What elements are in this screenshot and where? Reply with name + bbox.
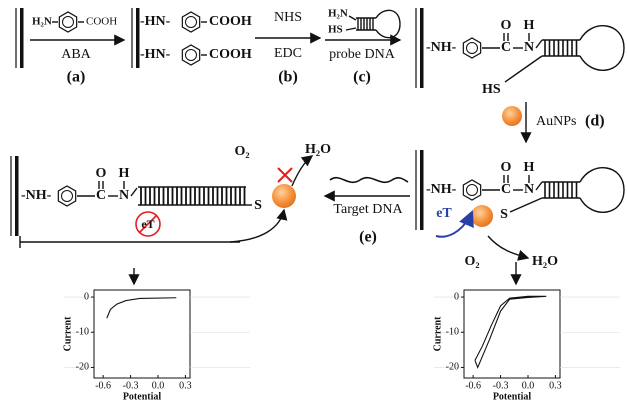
y-tick-label: -20 bbox=[446, 362, 459, 373]
x-axis-label: Potential bbox=[123, 391, 162, 402]
gold-nanoparticle bbox=[502, 106, 522, 126]
benzene-ring bbox=[463, 38, 480, 58]
benzene-ring-inner bbox=[62, 191, 73, 202]
benzene-ring bbox=[59, 12, 76, 32]
nitrogen: N bbox=[524, 182, 534, 197]
benzene-ring-inner bbox=[63, 17, 74, 28]
reaction-arrow bbox=[488, 236, 528, 258]
arrow-label: probe DNA bbox=[329, 47, 396, 62]
step-tag: (e) bbox=[359, 229, 377, 246]
nitrogen: N bbox=[119, 188, 129, 203]
arrow-label: NHS bbox=[274, 10, 302, 25]
y-tick-label: 0 bbox=[84, 291, 89, 302]
electrode bbox=[20, 8, 24, 68]
benzene-ring bbox=[182, 12, 199, 32]
oxygen: O bbox=[501, 160, 512, 175]
bond bbox=[131, 188, 137, 196]
oxygen-label: O₂ bbox=[234, 144, 249, 159]
thiol: HS bbox=[482, 82, 501, 97]
arrow-label: EDC bbox=[274, 46, 302, 61]
step-tag: (c) bbox=[353, 69, 371, 86]
diagram: H₂NCOOHABA(a)-HN-COOH-HN-COOHNHSEDC(b)H₂… bbox=[0, 0, 627, 403]
bond bbox=[349, 16, 356, 20]
step-tag: (a) bbox=[67, 69, 86, 86]
x-tick-label: -0.3 bbox=[493, 380, 509, 391]
hairpin-loop bbox=[376, 10, 400, 37]
water-label: H₂O bbox=[532, 254, 558, 269]
oxygen: O bbox=[501, 18, 512, 33]
y-tick-label: -10 bbox=[446, 327, 459, 338]
nitrogen: N bbox=[524, 40, 534, 55]
bond bbox=[536, 40, 542, 48]
benzene-ring bbox=[58, 186, 75, 206]
bond bbox=[346, 28, 356, 30]
arrow-label: Target DNA bbox=[333, 202, 403, 217]
probe-amine: H₂N bbox=[328, 8, 348, 20]
reagent: AuNPs bbox=[536, 114, 576, 129]
probe-thiol: HS bbox=[328, 24, 343, 36]
y-tick-label: 0 bbox=[454, 291, 459, 302]
electrode bbox=[420, 150, 424, 230]
electrode bbox=[420, 8, 424, 88]
carbon: C bbox=[501, 182, 511, 197]
x-tick-label: 0.0 bbox=[522, 380, 535, 391]
benzene-ring bbox=[463, 180, 480, 200]
surface-acid: COOH bbox=[209, 14, 252, 29]
x-tick-label: -0.6 bbox=[465, 380, 481, 391]
surface-amine: -HN- bbox=[140, 47, 171, 62]
bond bbox=[536, 182, 542, 190]
x-axis-label: Potential bbox=[493, 391, 532, 402]
dna-strand bbox=[510, 198, 542, 212]
hydrogen: H bbox=[119, 166, 130, 181]
x-tick-label: 0.0 bbox=[152, 380, 165, 391]
electron-transfer: eT bbox=[141, 217, 154, 231]
electrode bbox=[136, 8, 140, 68]
electron-path bbox=[230, 210, 284, 242]
x-tick-label: -0.3 bbox=[123, 380, 139, 391]
water-label: H₂O bbox=[305, 142, 331, 157]
amine-group: -NH- bbox=[426, 40, 457, 55]
cv-curve bbox=[107, 298, 176, 318]
benzene-ring-inner bbox=[467, 43, 478, 54]
target-dna bbox=[330, 178, 408, 183]
benzene-ring-inner bbox=[186, 50, 197, 61]
benzene-ring-inner bbox=[186, 17, 197, 28]
electron-transfer: eT bbox=[436, 206, 452, 221]
step-tag: (b) bbox=[278, 69, 298, 86]
x-tick-label: 0.3 bbox=[549, 380, 562, 391]
oxygen-label: O₂ bbox=[464, 254, 479, 269]
dna-strand bbox=[505, 56, 542, 82]
plot-frame bbox=[94, 290, 190, 378]
carbon: C bbox=[96, 188, 106, 203]
carbon: C bbox=[501, 40, 511, 55]
amine-group: -NH- bbox=[21, 188, 52, 203]
amine-group: -NH- bbox=[426, 182, 457, 197]
x-tick-label: 0.3 bbox=[179, 380, 192, 391]
arrow-label: ABA bbox=[61, 47, 91, 62]
y-tick-label: -10 bbox=[76, 327, 89, 338]
hairpin-loop bbox=[580, 26, 624, 71]
surface-acid: COOH bbox=[209, 47, 252, 62]
y-tick-label: -20 bbox=[76, 362, 89, 373]
gold-nanoparticle bbox=[272, 184, 296, 208]
y-axis-label: Current bbox=[432, 316, 443, 351]
hydrogen: H bbox=[524, 160, 535, 175]
hairpin-loop bbox=[580, 168, 624, 213]
surface-amine: -HN- bbox=[140, 14, 171, 29]
gold-nanoparticle bbox=[471, 205, 493, 227]
aba-amine: H₂N bbox=[32, 16, 52, 28]
cv-curve bbox=[475, 296, 546, 367]
x-tick-label: -0.6 bbox=[95, 380, 111, 391]
reaction-arrow bbox=[292, 156, 312, 186]
benzene-ring-inner bbox=[467, 185, 478, 196]
hydrogen: H bbox=[524, 18, 535, 33]
oxygen: O bbox=[96, 166, 107, 181]
sulfur: S bbox=[254, 198, 262, 213]
y-axis-label: Current bbox=[62, 316, 73, 351]
benzene-ring bbox=[182, 45, 199, 65]
electrode bbox=[15, 156, 19, 236]
sulfur: S bbox=[500, 207, 508, 222]
aba-acid: COOH bbox=[86, 16, 117, 28]
step-tag: (d) bbox=[585, 113, 605, 130]
